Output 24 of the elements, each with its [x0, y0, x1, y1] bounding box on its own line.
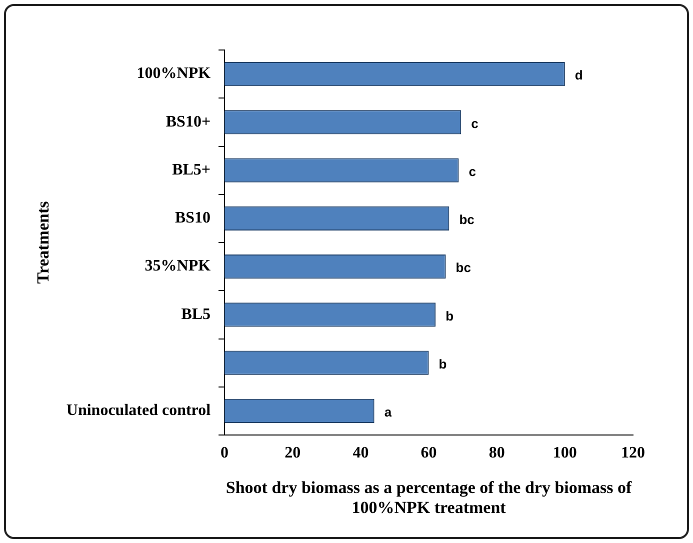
x-tick-label: 20: [284, 444, 301, 462]
y-tick-label: BL5: [181, 306, 211, 323]
annotation: a: [384, 404, 392, 420]
y-tick-label: BS10: [174, 210, 211, 227]
y-axis-title: Treatments: [34, 200, 53, 284]
y-tick-label: 35%NPK: [144, 258, 212, 275]
x-axis-title: Shoot dry biomass as a percentage of the dry biomass of 100%NPK treatment: [226, 478, 632, 518]
y-tick-label: 100%NPK: [136, 65, 212, 82]
annotation: b: [446, 308, 454, 324]
annotation: bc: [459, 212, 474, 228]
y-tick-label: BL5+: [172, 161, 211, 178]
x-tick-label: 0: [220, 444, 229, 462]
y-tick-label: Uninoculated control: [66, 402, 212, 420]
annotation: c: [471, 116, 478, 131]
annotation: c: [468, 164, 476, 179]
annotation: bc: [456, 260, 471, 276]
x-tick-label: 60: [420, 444, 437, 462]
annotation: b: [438, 356, 447, 372]
x-tick-label: 120: [621, 444, 645, 462]
x-tick-label: 100: [552, 444, 577, 462]
y-tick-label: BS10+: [166, 113, 211, 130]
x-tick-label: 80: [488, 444, 505, 462]
x-tick-label: 40: [352, 444, 369, 462]
annotation: d: [574, 68, 583, 83]
